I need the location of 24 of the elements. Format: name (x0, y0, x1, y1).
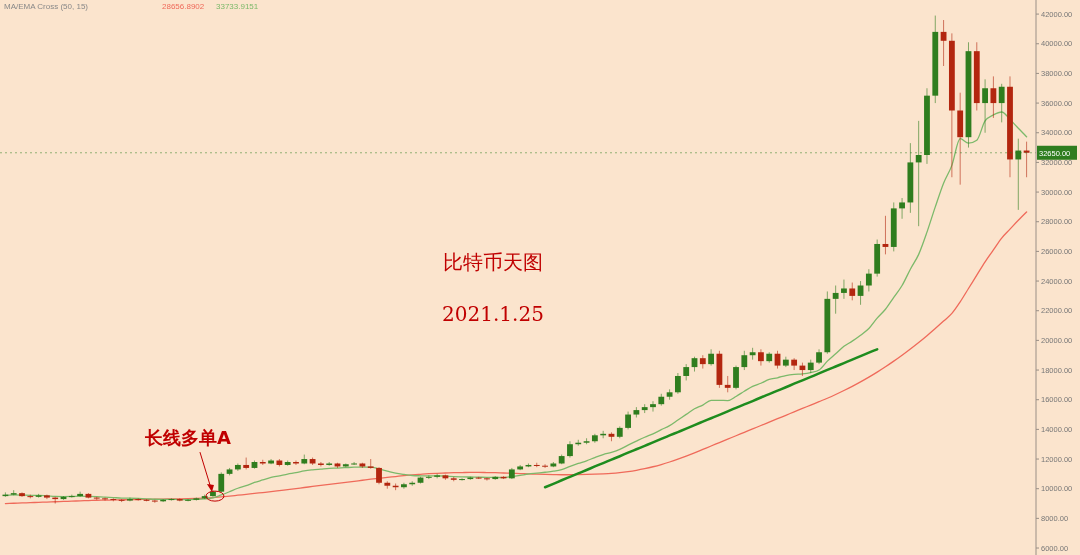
annotation: 33733.9151 (216, 2, 259, 11)
candlestick (77, 491, 84, 498)
candlestick (351, 461, 358, 466)
annotation: MA/EMA Cross (50, 15) (4, 2, 89, 11)
candlestick (434, 473, 441, 479)
candlestick (102, 497, 108, 502)
candlestick (185, 498, 191, 502)
candlestick (484, 477, 490, 482)
candlestick (459, 477, 465, 482)
text: 比特币天图 (443, 250, 543, 274)
candlestick (135, 497, 142, 502)
line-series (543, 348, 879, 489)
candlestick (791, 357, 798, 371)
candlestick (234, 462, 241, 472)
candlestick (650, 400, 656, 413)
candlestick (401, 482, 407, 490)
candlestick (758, 348, 764, 367)
text: 2021.1.25 (442, 302, 544, 326)
candlestick (317, 461, 324, 467)
line-series (4, 211, 1028, 505)
annotation: 28656.8902 (162, 2, 205, 11)
candlestick (542, 463, 548, 469)
candlestick (19, 491, 25, 498)
annotation: 长线多单A (143, 427, 231, 449)
